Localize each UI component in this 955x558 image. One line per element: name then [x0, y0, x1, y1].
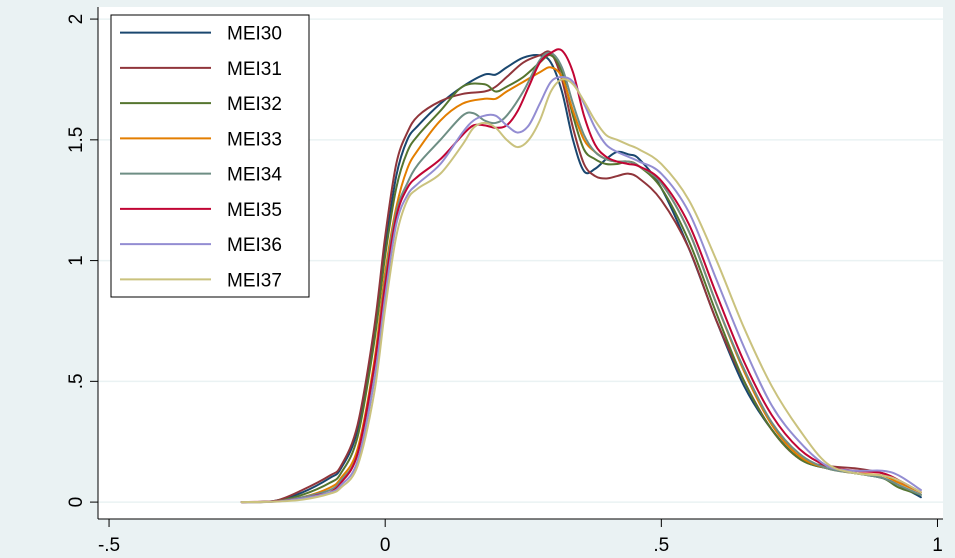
y-ticks: 0 .5 1 1.5 2: [66, 14, 98, 508]
legend-label-mei30: MEI30: [227, 24, 282, 45]
legend-label-mei32: MEI32: [227, 94, 282, 115]
y-tick-label: .5: [66, 373, 87, 389]
axes: [97, 7, 943, 520]
x-tick-label: -.5: [98, 535, 120, 556]
legend-label-mei37: MEI37: [227, 270, 282, 291]
legend-label-mei33: MEI33: [227, 129, 282, 150]
series-line-mei37: [240, 78, 922, 504]
legend-label-mei31: MEI31: [227, 59, 282, 80]
series-line-mei36: [240, 76, 922, 504]
x-tick-label: .5: [653, 535, 669, 556]
y-tick-label: 0: [66, 497, 87, 508]
x-tick-label: 1: [932, 535, 943, 556]
legend-label-mei34: MEI34: [227, 165, 282, 186]
series-lines: [240, 48, 922, 504]
y-tick-label: 1: [66, 255, 87, 266]
y-tick-label: 2: [66, 14, 87, 25]
legend-label-mei35: MEI35: [227, 200, 282, 221]
x-ticks: -.5 0 .5 1: [98, 519, 943, 556]
legend-label-mei36: MEI36: [227, 235, 282, 256]
series-line-mei35: [240, 48, 922, 504]
legend: MEI30 MEI31 MEI32 MEI33 MEI34 MEI35 MEI36 MEI37: [110, 14, 310, 298]
y-tick-label: 1.5: [66, 127, 87, 153]
legend-box: [110, 14, 310, 298]
x-tick-label: 0: [380, 535, 391, 556]
series-line-mei32: [240, 54, 922, 504]
